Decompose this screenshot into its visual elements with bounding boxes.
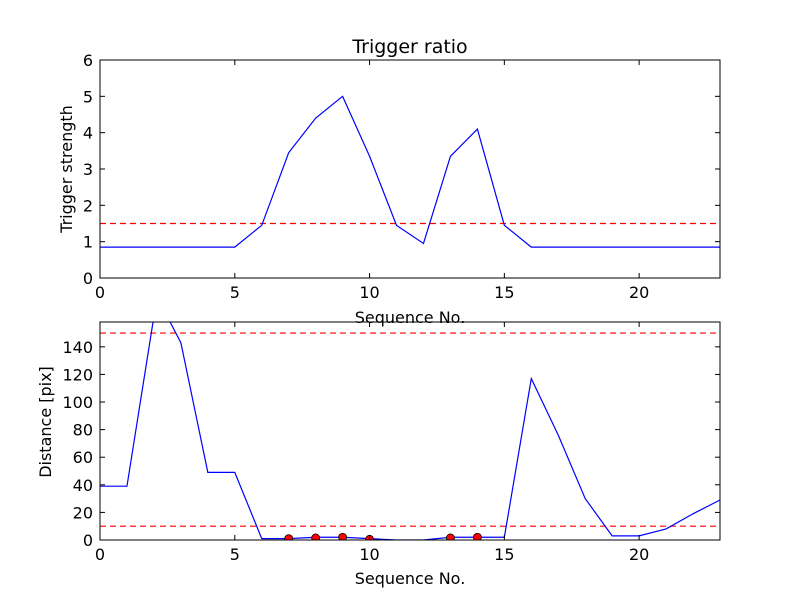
- distance-xtick-label: 5: [230, 545, 240, 564]
- distance-ytick-label: 140: [62, 338, 93, 357]
- trigger-xtick-label: 0: [95, 283, 105, 302]
- distance-marker-point: [311, 533, 321, 540]
- trigger-plot-xlabel: Sequence No.: [355, 308, 466, 327]
- trigger-ytick-label: 6: [83, 51, 93, 70]
- distance-xtick-label: 0: [95, 545, 105, 564]
- distance-marker-point: [446, 533, 455, 540]
- trigger-series-line-0: [100, 95, 720, 248]
- distance-ytick-label: 40: [73, 476, 93, 495]
- trigger-xtick-label: 10: [359, 283, 379, 302]
- distance-marker-point: [284, 534, 294, 540]
- distance-marker-point: [338, 532, 348, 540]
- distance-series-line-0: [100, 322, 720, 540]
- trigger-ytick-label: 5: [83, 87, 93, 106]
- distance-ytick-label: 20: [73, 503, 93, 522]
- distance-marker-point: [472, 532, 482, 540]
- trigger-ytick-label: 0: [83, 269, 93, 288]
- trigger-ytick-label: 4: [83, 124, 93, 143]
- distance-xtick-label: 10: [359, 545, 379, 564]
- distance-plot-ylabel: Distance [pix]: [36, 366, 55, 478]
- distance-ytick-label: 60: [73, 448, 93, 467]
- distance-xtick-label: 15: [494, 545, 514, 564]
- distance-ytick-label: 0: [83, 531, 93, 550]
- trigger-plot-title: Trigger ratio: [351, 36, 467, 58]
- distance-plot-xlabel: Sequence No.: [355, 569, 466, 588]
- distance-ytick-label: 120: [62, 365, 93, 384]
- distance-ytick-label: 100: [62, 393, 93, 412]
- distance-axes-frame: [99, 321, 721, 541]
- trigger-xtick-label: 15: [494, 283, 514, 302]
- trigger-xtick-label: 5: [230, 283, 240, 302]
- trigger-plot-area: [100, 95, 720, 248]
- trigger-ytick-label: 3: [83, 160, 93, 179]
- distance-ytick-label: 80: [73, 421, 93, 440]
- distance-xtick-label: 20: [629, 545, 649, 564]
- trigger-plot-ylabel: Trigger strength: [57, 105, 76, 234]
- trigger-ytick-label: 2: [83, 196, 93, 215]
- trigger-plot-content: 0 5 10 15 20 0 1 2 3 4 5 6: [83, 51, 721, 302]
- trigger-xtick-label: 20: [629, 283, 649, 302]
- distance-plot-area: [100, 322, 720, 540]
- trigger-ytick-label: 1: [83, 233, 93, 252]
- distance-plot-content: 0 5 10 15 20 0 20 40 60 80 100 120 140: [62, 321, 721, 564]
